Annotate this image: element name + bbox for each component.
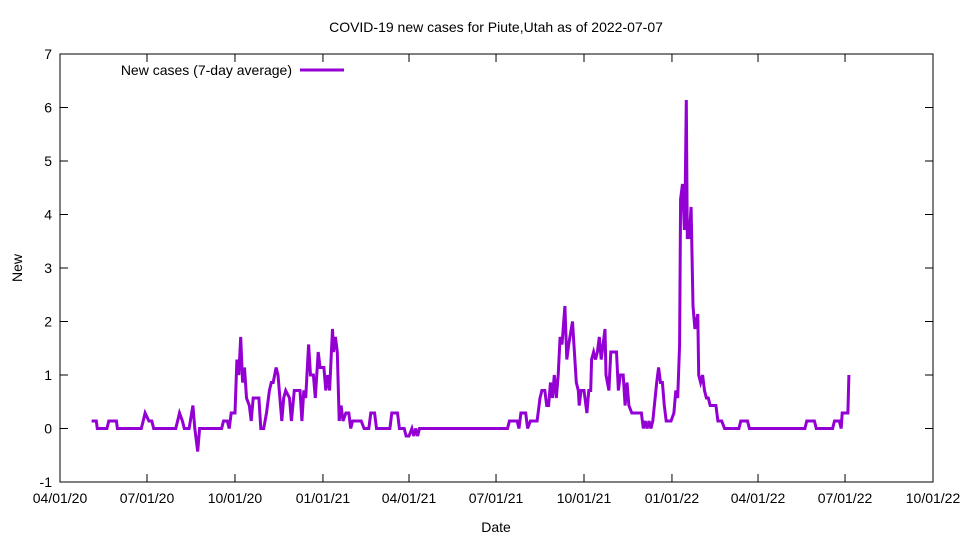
x-tick-label: 07/01/20 <box>120 490 175 506</box>
y-axis-label: New <box>9 253 25 282</box>
legend: New cases (7-day average) <box>121 62 344 78</box>
x-tick-label: 07/01/22 <box>818 490 873 506</box>
x-tick-label: 04/01/21 <box>382 490 437 506</box>
x-tick-label: 10/01/22 <box>906 490 960 506</box>
plot-frame <box>59 53 934 483</box>
y-tick-label: 1 <box>44 367 52 383</box>
x-axis-label: Date <box>481 519 511 535</box>
y-tick-label: 2 <box>44 314 52 330</box>
legend-label: New cases (7-day average) <box>121 62 292 78</box>
chart-title: COVID-19 new cases for Piute,Utah as of … <box>329 19 663 35</box>
series-line-new-cases <box>91 99 851 452</box>
x-tick-label: 10/01/21 <box>557 490 612 506</box>
y-tick-label: 7 <box>44 46 52 62</box>
x-tick-label: 04/01/22 <box>731 490 786 506</box>
y-tick-label: 6 <box>44 100 52 116</box>
x-tick-label: 10/01/20 <box>208 490 263 506</box>
x-tick-label: 01/01/22 <box>645 490 700 506</box>
y-tick-label: 4 <box>44 207 52 223</box>
axis-ticks: -1 0 1 2 3 4 5 6 7 04/01/20 07/01/20 10/01/20 01/01/… <box>33 46 960 506</box>
y-tick-label: 0 <box>44 421 52 437</box>
x-tick-label: 01/01/21 <box>296 490 351 506</box>
y-tick-label: 3 <box>44 260 52 276</box>
y-tick-label: 5 <box>44 153 52 169</box>
x-tick-label: 07/01/21 <box>469 490 524 506</box>
y-tick-label: -1 <box>40 474 53 490</box>
x-tick-label: 04/01/20 <box>33 490 88 506</box>
